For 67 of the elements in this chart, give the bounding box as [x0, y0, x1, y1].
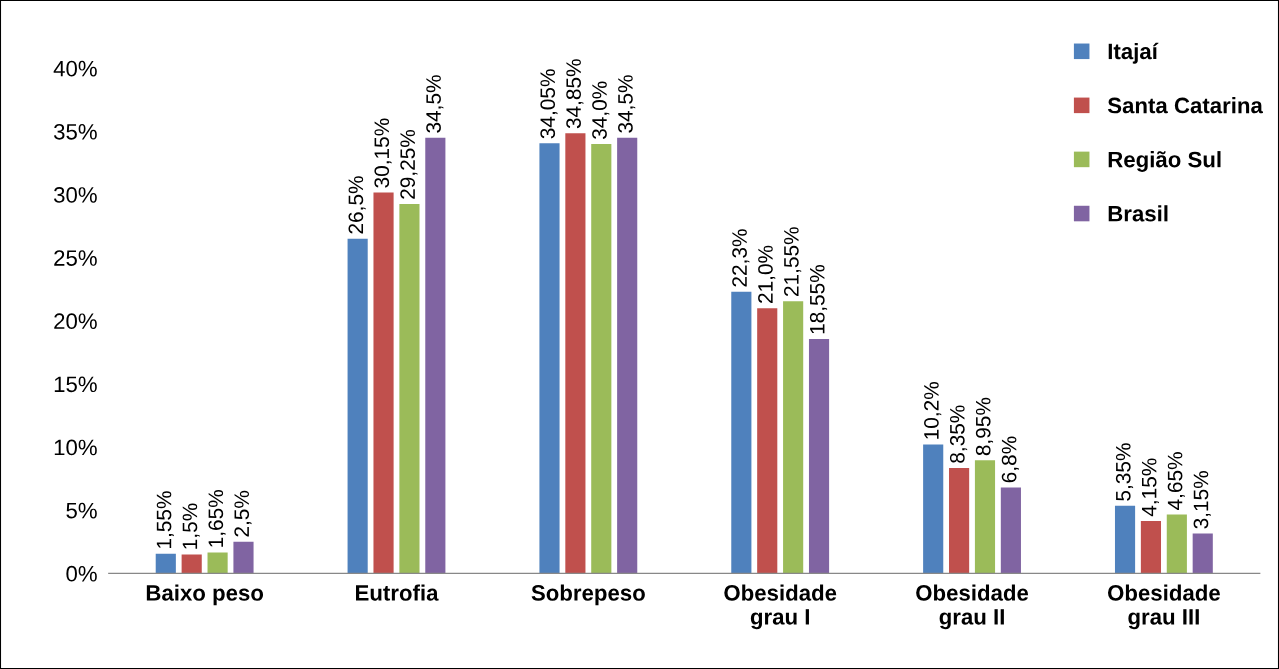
- data-label: 29,25%: [400, 129, 418, 199]
- bar: [591, 144, 612, 574]
- data-label: 21,0%: [758, 245, 776, 303]
- bar: [539, 143, 560, 574]
- bar: [1000, 487, 1021, 574]
- y-tick-label: 30%: [53, 187, 97, 203]
- data-label: 10,2%: [924, 382, 942, 439]
- bar: [731, 291, 752, 574]
- data-label: 34,5%: [426, 75, 444, 133]
- data-label: 34,0%: [592, 81, 610, 140]
- y-tick-label: 35%: [53, 123, 97, 140]
- x-tick-label: Obesidade grau II: [916, 584, 1029, 630]
- bar: [783, 301, 804, 574]
- bar: [1114, 505, 1136, 574]
- legend-label: Região Sul: [1108, 151, 1221, 172]
- bar: [347, 238, 368, 574]
- data-label: 30,15%: [374, 118, 392, 188]
- y-tick-label: 10%: [54, 439, 97, 456]
- y-tick-label: 40%: [53, 60, 97, 77]
- bar: [155, 553, 176, 574]
- y-tick-label: 0%: [66, 565, 97, 582]
- bar: [207, 552, 228, 574]
- data-label: 1,5%: [182, 503, 200, 549]
- data-label: 1,55%: [156, 491, 174, 549]
- bar: [1192, 533, 1213, 574]
- data-label: 1,65%: [208, 490, 226, 547]
- x-tick-label: Baixo peso: [146, 584, 264, 606]
- data-label: 26,5%: [348, 176, 366, 234]
- x-tick-label: Eutrofia: [356, 584, 439, 601]
- y-tick-label: 15%: [54, 376, 97, 393]
- data-label: 34,05%: [540, 69, 558, 139]
- bar: [565, 133, 586, 574]
- bar: [373, 192, 394, 574]
- y-tick-label: 20%: [54, 313, 97, 330]
- x-tick-label: Obesidade grau I: [724, 584, 837, 630]
- data-label: 4,15%: [1141, 458, 1159, 517]
- data-label: 5,35%: [1115, 443, 1134, 501]
- bar: [399, 203, 420, 574]
- legend-label: Brasil: [1108, 205, 1168, 222]
- bar: [974, 460, 996, 574]
- data-label: 8,35%: [949, 405, 968, 463]
- data-label: 34,85%: [566, 59, 584, 129]
- y-tick-label: 25%: [54, 250, 97, 266]
- bar: [617, 137, 638, 574]
- legend-label: Itajaí: [1108, 42, 1159, 64]
- bar: [233, 541, 254, 574]
- bar: [923, 444, 944, 574]
- bar: [425, 137, 446, 574]
- bar: [808, 339, 830, 574]
- bar: [1140, 520, 1162, 574]
- data-label: 6,8%: [1001, 436, 1019, 483]
- data-label: 21,55%: [783, 227, 802, 296]
- data-label: 18,55%: [809, 265, 828, 334]
- x-tick-label: Obesidade grau III: [1108, 584, 1220, 630]
- data-label: 4,65%: [1167, 452, 1185, 510]
- data-label: 8,95%: [975, 397, 994, 456]
- legend-label: Santa Catarina: [1107, 97, 1263, 114]
- data-label: 3,15%: [1193, 471, 1211, 529]
- data-label: 2,5%: [234, 490, 252, 537]
- bar: [1166, 514, 1187, 574]
- x-tick-label: Sobrepeso: [531, 584, 645, 606]
- data-label: 34,5%: [618, 75, 636, 133]
- data-label: 22,3%: [732, 229, 750, 287]
- bar: [949, 467, 970, 574]
- y-tick-label: 5%: [66, 502, 97, 519]
- bar: [181, 554, 202, 574]
- bar: [757, 308, 778, 574]
